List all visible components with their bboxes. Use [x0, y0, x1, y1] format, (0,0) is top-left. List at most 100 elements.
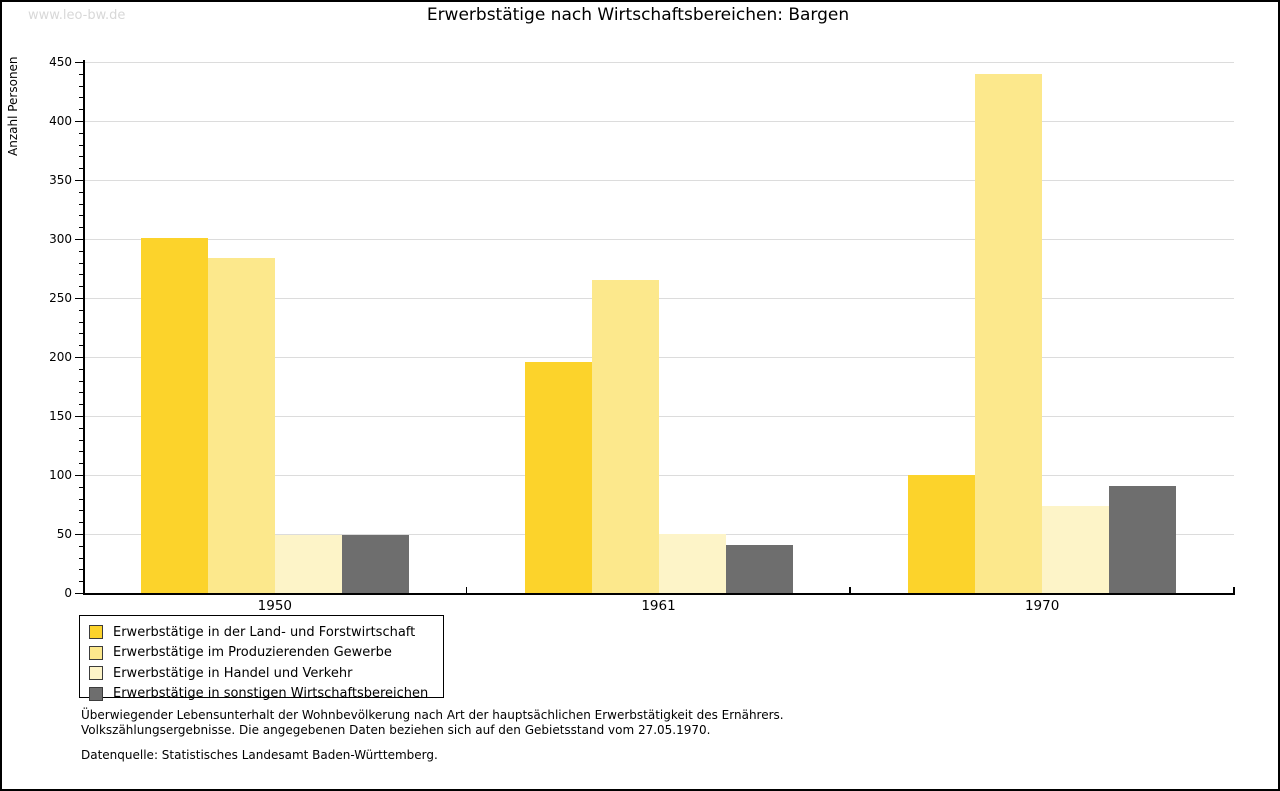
gridline-150 — [84, 415, 1234, 417]
y-tick-label-200: 200 — [49, 350, 72, 364]
gridline-400 — [84, 120, 1234, 122]
gridline-200 — [84, 356, 1234, 358]
y-axis-line — [83, 60, 85, 595]
y-minor-tick-440 — [79, 73, 83, 75]
y-minor-tick-320 — [79, 215, 83, 217]
y-minor-tick-390 — [79, 132, 83, 134]
y-tick-50 — [75, 534, 83, 535]
y-minor-tick-230 — [79, 321, 83, 323]
bar-1970-series-3 — [1042, 505, 1110, 593]
y-tick-300 — [75, 239, 83, 240]
x-boundary-tick-3 — [1233, 587, 1235, 593]
y-minor-tick-70 — [79, 510, 83, 512]
legend-swatch-icon — [89, 686, 103, 701]
y-tick-200 — [75, 357, 83, 358]
bar-1961-series-2 — [591, 280, 659, 593]
y-tick-label-450: 450 — [49, 55, 72, 69]
bar-1961-series-3 — [658, 534, 726, 593]
legend: Erwerbstätige in der Land- und Forstwirt… — [79, 615, 444, 701]
legend-label: Erwerbstätige in der Land- und Forstwirt… — [113, 624, 416, 640]
y-minor-tick-330 — [79, 203, 83, 205]
y-minor-tick-290 — [79, 250, 83, 252]
y-minor-tick-10 — [79, 581, 83, 583]
y-minor-tick-40 — [79, 545, 83, 547]
y-minor-tick-270 — [79, 274, 83, 276]
legend-item-1: Erwerbstätige in der Land- und Forstwirt… — [89, 622, 443, 643]
gridline-350 — [84, 179, 1234, 181]
bar-1970-series-1 — [908, 475, 976, 593]
gridline-300 — [84, 238, 1234, 240]
legend-item-4: Erwerbstätige in sonstigen Wirtschaftsbe… — [89, 684, 443, 705]
legend-label: Erwerbstätige in Handel und Verkehr — [113, 665, 353, 681]
y-minor-tick-370 — [79, 156, 83, 158]
watermark: www.leo-bw.de — [28, 8, 126, 23]
y-minor-tick-360 — [79, 168, 83, 170]
note-line-1: Überwiegender Lebensunterhalt der Wohnbe… — [81, 708, 784, 722]
y-tick-label-350: 350 — [49, 173, 72, 187]
y-minor-tick-380 — [79, 144, 83, 146]
gridline-450 — [84, 61, 1234, 63]
y-tick-150 — [75, 416, 83, 417]
legend-swatch-icon — [89, 666, 103, 681]
y-tick-label-0: 0 — [64, 586, 72, 600]
y-minor-tick-110 — [79, 463, 83, 465]
x-boundary-tick-1 — [465, 587, 468, 593]
y-tick-label-100: 100 — [49, 468, 72, 482]
bar-1961-series-4 — [725, 544, 793, 593]
legend-item-3: Erwerbstätige in Handel und Verkehr — [89, 663, 443, 684]
y-tick-label-50: 50 — [56, 527, 72, 541]
x-tick-label-1970: 1970 — [1024, 598, 1060, 614]
x-tick-label-1950: 1950 — [257, 598, 292, 614]
y-minor-tick-430 — [79, 85, 83, 87]
x-tick-label-1961: 1961 — [641, 598, 676, 614]
bar-1950-series-4 — [341, 535, 409, 593]
data-source: Datenquelle: Statistisches Landesamt Bad… — [81, 748, 438, 763]
legend-label: Erwerbstätige in sonstigen Wirtschaftsbe… — [113, 686, 429, 702]
y-minor-tick-120 — [79, 451, 83, 453]
y-minor-tick-410 — [79, 109, 83, 111]
y-tick-400 — [75, 121, 83, 122]
y-minor-tick-140 — [79, 427, 83, 429]
bar-1961-series-1 — [524, 361, 592, 593]
y-minor-tick-420 — [79, 97, 83, 99]
y-minor-tick-340 — [79, 191, 83, 193]
y-tick-label-300: 300 — [49, 232, 72, 246]
y-minor-tick-90 — [79, 486, 83, 488]
y-tick-250 — [75, 298, 83, 299]
y-minor-tick-20 — [79, 569, 83, 571]
bar-1950-series-3 — [274, 535, 342, 593]
chart-title: Erwerbstätige nach Wirtschaftsbereichen:… — [426, 5, 850, 25]
note-line-2: Volkszählungsergebnisse. Die angegebenen… — [81, 722, 711, 737]
y-minor-tick-80 — [79, 498, 83, 500]
legend-item-2: Erwerbstätige im Produzierenden Gewerbe — [89, 643, 443, 664]
y-minor-tick-170 — [79, 392, 83, 394]
y-minor-tick-280 — [79, 262, 83, 264]
legend-label: Erwerbstätige im Produzierenden Gewerbe — [113, 645, 392, 661]
y-minor-tick-30 — [79, 557, 83, 559]
y-minor-tick-310 — [79, 227, 83, 229]
bar-1950-series-1 — [140, 237, 208, 593]
gridline-250 — [84, 297, 1234, 299]
gridline-100 — [84, 474, 1234, 476]
y-minor-tick-130 — [79, 439, 83, 441]
y-minor-tick-240 — [79, 309, 83, 311]
y-tick-label-250: 250 — [49, 291, 72, 305]
y-minor-tick-160 — [79, 404, 83, 406]
y-minor-tick-180 — [79, 380, 83, 382]
bar-1970-series-4 — [1109, 485, 1177, 593]
bar-1950-series-2 — [207, 257, 275, 593]
y-tick-label-400: 400 — [49, 114, 72, 128]
bar-1970-series-2 — [975, 73, 1043, 593]
y-minor-tick-220 — [79, 333, 83, 335]
y-tick-450 — [75, 62, 83, 63]
y-tick-0 — [75, 593, 83, 594]
footnotes: Überwiegender Lebensunterhalt der Wohnbe… — [81, 708, 784, 763]
legend-swatch-icon — [89, 645, 103, 660]
legend-swatch-icon — [89, 625, 103, 640]
y-tick-350 — [75, 180, 83, 181]
y-tick-label-150: 150 — [49, 409, 72, 423]
x-axis-line — [83, 593, 1235, 595]
y-minor-tick-260 — [79, 286, 83, 288]
